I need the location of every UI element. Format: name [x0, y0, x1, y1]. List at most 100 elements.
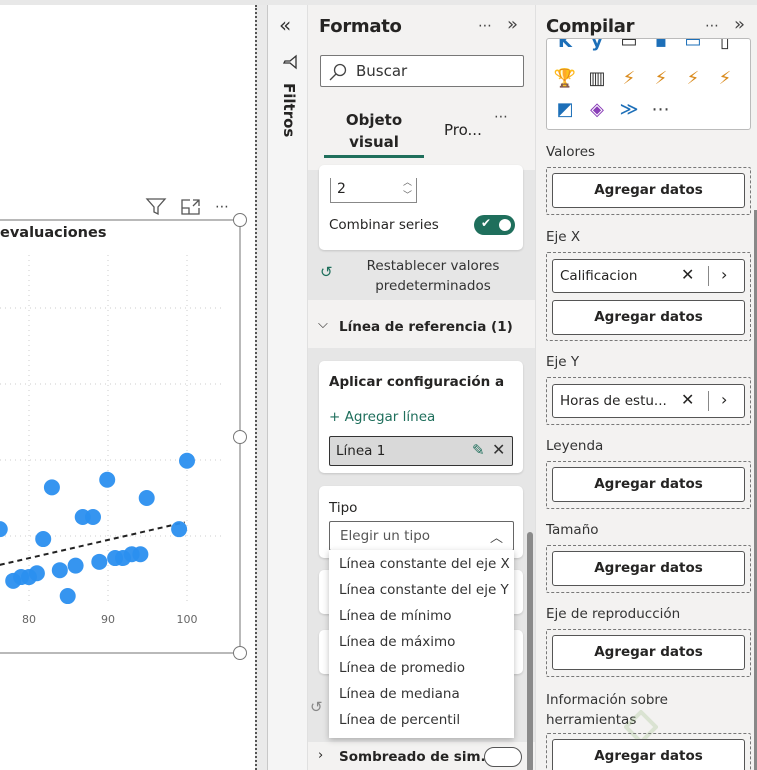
add-data-button[interactable]: Agregar datos: [552, 635, 745, 670]
tab-objeto-visual[interactable]: Objeto visual: [345, 111, 403, 151]
remove-field-icon[interactable]: ✕: [681, 265, 695, 284]
data-point[interactable]: [35, 531, 52, 548]
x-tick-label: 100: [177, 613, 198, 626]
shading-toggle[interactable]: [484, 747, 522, 767]
check-icon: ✔: [481, 216, 492, 230]
data-point[interactable]: [51, 562, 68, 579]
well-label-play-axis: Eje de reproducción: [546, 606, 681, 622]
filters-pane[interactable]: « Filtros: [267, 5, 308, 770]
collapse-pane-icon[interactable]: »: [507, 14, 519, 35]
data-point[interactable]: [28, 565, 45, 582]
option-x-constant[interactable]: Línea constante del eje X: [339, 556, 510, 572]
add-data-button[interactable]: Agregar datos: [552, 739, 745, 770]
more-options-icon[interactable]: ⋯: [215, 199, 229, 215]
resize-handle-top[interactable]: [233, 213, 247, 227]
well-y-axis: Horas de estu... ✕ ›: [546, 377, 751, 425]
stepper-down-icon[interactable]: ﹀: [402, 191, 412, 201]
stepper-up-icon[interactable]: ︿: [402, 178, 412, 188]
search-input[interactable]: Buscar: [320, 55, 524, 87]
edit-icon[interactable]: ✎: [472, 441, 485, 459]
chevron-right-icon[interactable]: ›: [721, 265, 728, 284]
data-point[interactable]: [91, 553, 108, 570]
option-max[interactable]: Línea de máximo: [339, 634, 456, 650]
divider: [708, 391, 709, 411]
data-point[interactable]: [0, 521, 8, 538]
report-icon[interactable]: ▥: [588, 68, 606, 89]
add-data-button[interactable]: Agregar datos: [552, 551, 745, 586]
well-label-legend: Leyenda: [546, 438, 604, 454]
add-data-button[interactable]: Agregar datos: [552, 300, 745, 335]
kpi-icon[interactable]: K: [558, 38, 572, 52]
canvas-edge: [255, 5, 267, 770]
narrative-icon[interactable]: ▭: [684, 38, 702, 52]
shading-section-header[interactable]: › Sombreado de sim...: [308, 742, 535, 770]
combine-series-toggle[interactable]: ✔: [474, 215, 515, 235]
resize-handle-bottom[interactable]: [233, 646, 247, 660]
type-dropdown-placeholder: Elegir un tipo: [340, 528, 431, 544]
format-pane: Formato ⋯ » Buscar Objeto visual Pro... …: [308, 5, 535, 770]
power-apps-card-icon[interactable]: ⚡: [622, 68, 636, 89]
reference-line-section-header[interactable]: ⌵ Línea de referencia (1): [308, 308, 535, 348]
power-filter-icon[interactable]: ⚡: [654, 68, 668, 89]
add-data-button[interactable]: Agregar datos: [552, 173, 745, 208]
field-pill-horas[interactable]: Horas de estu... ✕ ›: [552, 384, 745, 418]
card-icon[interactable]: y: [591, 38, 603, 52]
data-point[interactable]: [84, 509, 101, 525]
collapse-pane-icon[interactable]: »: [734, 14, 746, 35]
option-y-constant[interactable]: Línea constante del eje Y: [339, 582, 509, 598]
field-name: Calificacion: [560, 268, 638, 284]
format-scrollbar[interactable]: [527, 532, 533, 770]
tab-propiedades[interactable]: Pro...: [444, 121, 482, 139]
data-point[interactable]: [171, 521, 188, 538]
option-median[interactable]: Línea de mediana: [339, 686, 460, 702]
data-point[interactable]: [43, 479, 60, 496]
paginated-icon[interactable]: ▯: [720, 38, 730, 52]
power-text-filter-icon[interactable]: ⚡: [686, 68, 700, 89]
data-point[interactable]: [132, 546, 149, 563]
line-1-item[interactable]: Línea 1 ✎ ✕: [329, 436, 513, 466]
scatter-visual[interactable]: 80 90 100 evaluaciones ⋯: [0, 0, 255, 770]
power-automate-icon[interactable]: ≫: [619, 99, 639, 120]
more-visuals-icon[interactable]: ⋯: [651, 99, 671, 120]
filters-label[interactable]: Filtros: [280, 83, 298, 138]
collapse-filters-icon[interactable]: «: [279, 13, 292, 37]
data-point[interactable]: [179, 452, 195, 469]
table-icon[interactable]: ▭: [620, 38, 638, 52]
filter-icon[interactable]: [145, 198, 167, 216]
data-point[interactable]: [138, 490, 155, 506]
remove-field-icon[interactable]: ✕: [681, 390, 695, 409]
option-percentile[interactable]: Línea de percentil: [339, 712, 461, 728]
data-point[interactable]: [59, 588, 76, 605]
power-slicer-icon[interactable]: ⚡: [718, 68, 732, 89]
add-line-button[interactable]: + Agregar línea: [329, 409, 436, 425]
option-average[interactable]: Línea de promedio: [339, 660, 465, 676]
build-scrollbar[interactable]: [754, 210, 757, 770]
add-data-button[interactable]: Agregar datos: [552, 467, 745, 502]
well-play-axis: Agregar datos: [546, 629, 751, 677]
data-point[interactable]: [99, 471, 116, 488]
search-icon: [329, 63, 347, 81]
section-title: Línea de referencia (1): [339, 319, 513, 335]
divider: [708, 266, 709, 286]
reset-icon[interactable]: ↺: [310, 698, 323, 716]
reset-icon[interactable]: ↺: [320, 263, 333, 281]
focus-mode-icon[interactable]: [181, 199, 200, 215]
slicer-icon[interactable]: ▪: [654, 38, 668, 52]
power-apps-icon[interactable]: ◈: [590, 99, 604, 120]
type-dropdown[interactable]: Elegir un tipo ︿: [329, 521, 514, 551]
decomposition-tree-icon[interactable]: ◩: [556, 99, 574, 120]
field-pill-calificacion[interactable]: Calificacion ✕ ›: [552, 259, 745, 293]
chevron-right-icon[interactable]: ›: [721, 390, 728, 409]
reset-defaults-button[interactable]: Restablecer valores predeterminados: [366, 258, 500, 294]
well-label-x-axis: Eje X: [546, 229, 581, 245]
trend-line: [0, 521, 185, 566]
option-min[interactable]: Línea de mínimo: [339, 608, 452, 624]
more-options-icon[interactable]: ⋯: [705, 18, 720, 34]
trophy-icon[interactable]: 🏆: [553, 68, 577, 89]
more-options-icon[interactable]: ⋯: [478, 18, 493, 34]
delete-icon[interactable]: ✕: [492, 440, 506, 459]
resize-handle-middle[interactable]: [233, 430, 247, 444]
data-point[interactable]: [67, 557, 84, 574]
tabs-more-icon[interactable]: ⋯: [494, 109, 509, 125]
number-stepper[interactable]: 2 ︿ ﹀: [330, 178, 417, 203]
